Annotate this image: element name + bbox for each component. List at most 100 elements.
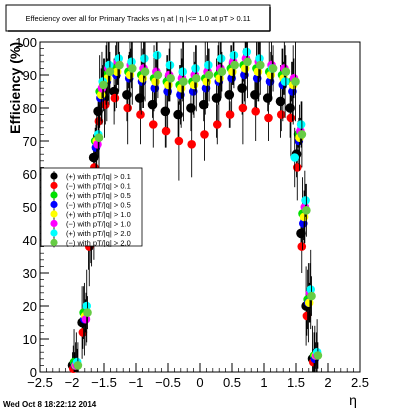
legend-marker xyxy=(50,181,58,190)
legend-box xyxy=(40,167,143,247)
legend-label: (−) with pT/|q| > 2.0 xyxy=(66,238,131,247)
y-tick-label: 0 xyxy=(30,365,37,380)
x-tick-label: −1.5 xyxy=(91,375,117,390)
y-tick-label: 20 xyxy=(23,299,37,314)
legend-marker xyxy=(50,191,58,199)
data-point xyxy=(268,64,278,73)
x-tick-label: 2.5 xyxy=(351,375,369,390)
data-point xyxy=(243,57,252,67)
legend-label: (−) with pT/|q| > 0.5 xyxy=(66,200,131,209)
y-tick-label: 90 xyxy=(23,68,37,83)
data-point xyxy=(160,106,171,117)
data-point xyxy=(150,83,160,93)
data-point xyxy=(224,90,235,100)
x-tick-label: 1 xyxy=(260,375,267,390)
data-point xyxy=(264,113,273,123)
data-point xyxy=(216,54,226,63)
data-point xyxy=(148,120,158,129)
data-point xyxy=(238,103,248,113)
data-point xyxy=(290,153,300,162)
data-point xyxy=(123,103,132,113)
data-point xyxy=(307,291,316,301)
data-point xyxy=(306,285,316,294)
data-point xyxy=(140,67,150,76)
title-box xyxy=(5,4,271,32)
data-point xyxy=(288,87,297,96)
data-point xyxy=(114,54,124,63)
data-point xyxy=(242,47,252,57)
data-point xyxy=(212,120,222,129)
data-point xyxy=(140,54,149,63)
data-point xyxy=(204,70,214,80)
data-point xyxy=(161,126,171,136)
x-axis-title: η xyxy=(349,392,357,408)
data-point xyxy=(127,57,136,67)
legend-label: (+) with pT/|q| > 0.1 xyxy=(66,172,131,181)
data-point xyxy=(301,196,310,205)
data-point xyxy=(230,60,239,70)
data-point xyxy=(225,110,235,119)
data-point xyxy=(110,93,120,103)
y-tick-label: 80 xyxy=(23,101,37,116)
data-point xyxy=(81,314,91,324)
data-point xyxy=(217,67,227,76)
data-point xyxy=(276,110,286,119)
data-point xyxy=(153,70,163,80)
legend-marker xyxy=(50,200,58,209)
data-point xyxy=(297,130,307,139)
legend-marker xyxy=(50,238,58,247)
data-point xyxy=(281,67,291,76)
x-tick-label: 1.5 xyxy=(287,375,305,390)
y-tick-label: 30 xyxy=(23,266,37,281)
data-point xyxy=(166,74,175,83)
data-point xyxy=(296,120,306,129)
data-point xyxy=(73,361,83,370)
y-tick-label: 10 xyxy=(23,332,37,347)
data-point xyxy=(152,50,162,60)
legend-marker xyxy=(50,172,58,180)
x-tick-label: −0.5 xyxy=(155,375,181,390)
data-point xyxy=(165,60,175,70)
data-point xyxy=(83,308,92,317)
y-tick-label: 40 xyxy=(23,233,37,248)
data-point xyxy=(200,130,209,139)
x-tick-label: −2.5 xyxy=(27,375,53,390)
data-point xyxy=(82,301,92,311)
data-point xyxy=(255,60,265,70)
y-tick-label: 60 xyxy=(23,167,37,182)
data-point xyxy=(127,64,137,73)
data-point xyxy=(251,107,260,116)
x-tick-label: −1 xyxy=(129,375,144,390)
data-point xyxy=(313,351,323,360)
data-point xyxy=(94,133,104,142)
data-point xyxy=(99,80,108,90)
data-point xyxy=(275,96,286,107)
data-point xyxy=(255,54,264,63)
data-point xyxy=(286,113,296,123)
data-point xyxy=(178,67,188,76)
data-point xyxy=(104,60,114,70)
data-points-group xyxy=(67,42,323,374)
legend-label: (+) with pT/|q| > 0.5 xyxy=(66,191,131,200)
y-tick-label: 100 xyxy=(15,35,37,50)
chart-title: Effeciency over all for Primary Tracks v… xyxy=(25,14,250,23)
data-point xyxy=(201,83,211,93)
data-point xyxy=(93,140,102,149)
data-point xyxy=(262,93,273,103)
data-point xyxy=(174,136,184,146)
data-point xyxy=(105,67,115,76)
x-tick-label: 0.5 xyxy=(223,375,241,390)
legend: (+) with pT/|q| > 0.1 (−) with pT/|q| > 0… xyxy=(40,167,143,248)
y-tick-label: 50 xyxy=(23,200,37,215)
x-tick-label: 0 xyxy=(196,375,203,390)
data-point xyxy=(204,60,213,70)
data-point xyxy=(136,110,145,119)
data-point xyxy=(179,77,188,86)
legend-label: (+) with pT/|q| > 1.0 xyxy=(66,210,131,219)
legend-marker xyxy=(50,219,58,228)
y-tick-label: 70 xyxy=(23,134,37,149)
data-point xyxy=(297,242,307,251)
data-point xyxy=(229,50,239,60)
y-axis-title: Efficiency (%) xyxy=(7,42,23,134)
legend-marker xyxy=(50,229,58,237)
